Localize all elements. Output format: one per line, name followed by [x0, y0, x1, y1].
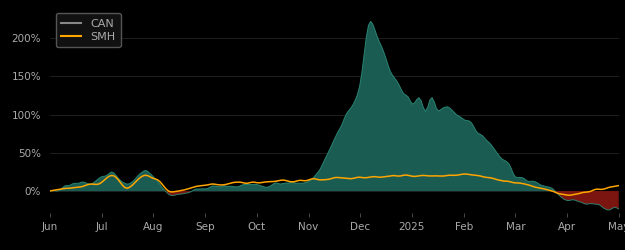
Legend: CAN, SMH: CAN, SMH — [56, 13, 121, 48]
